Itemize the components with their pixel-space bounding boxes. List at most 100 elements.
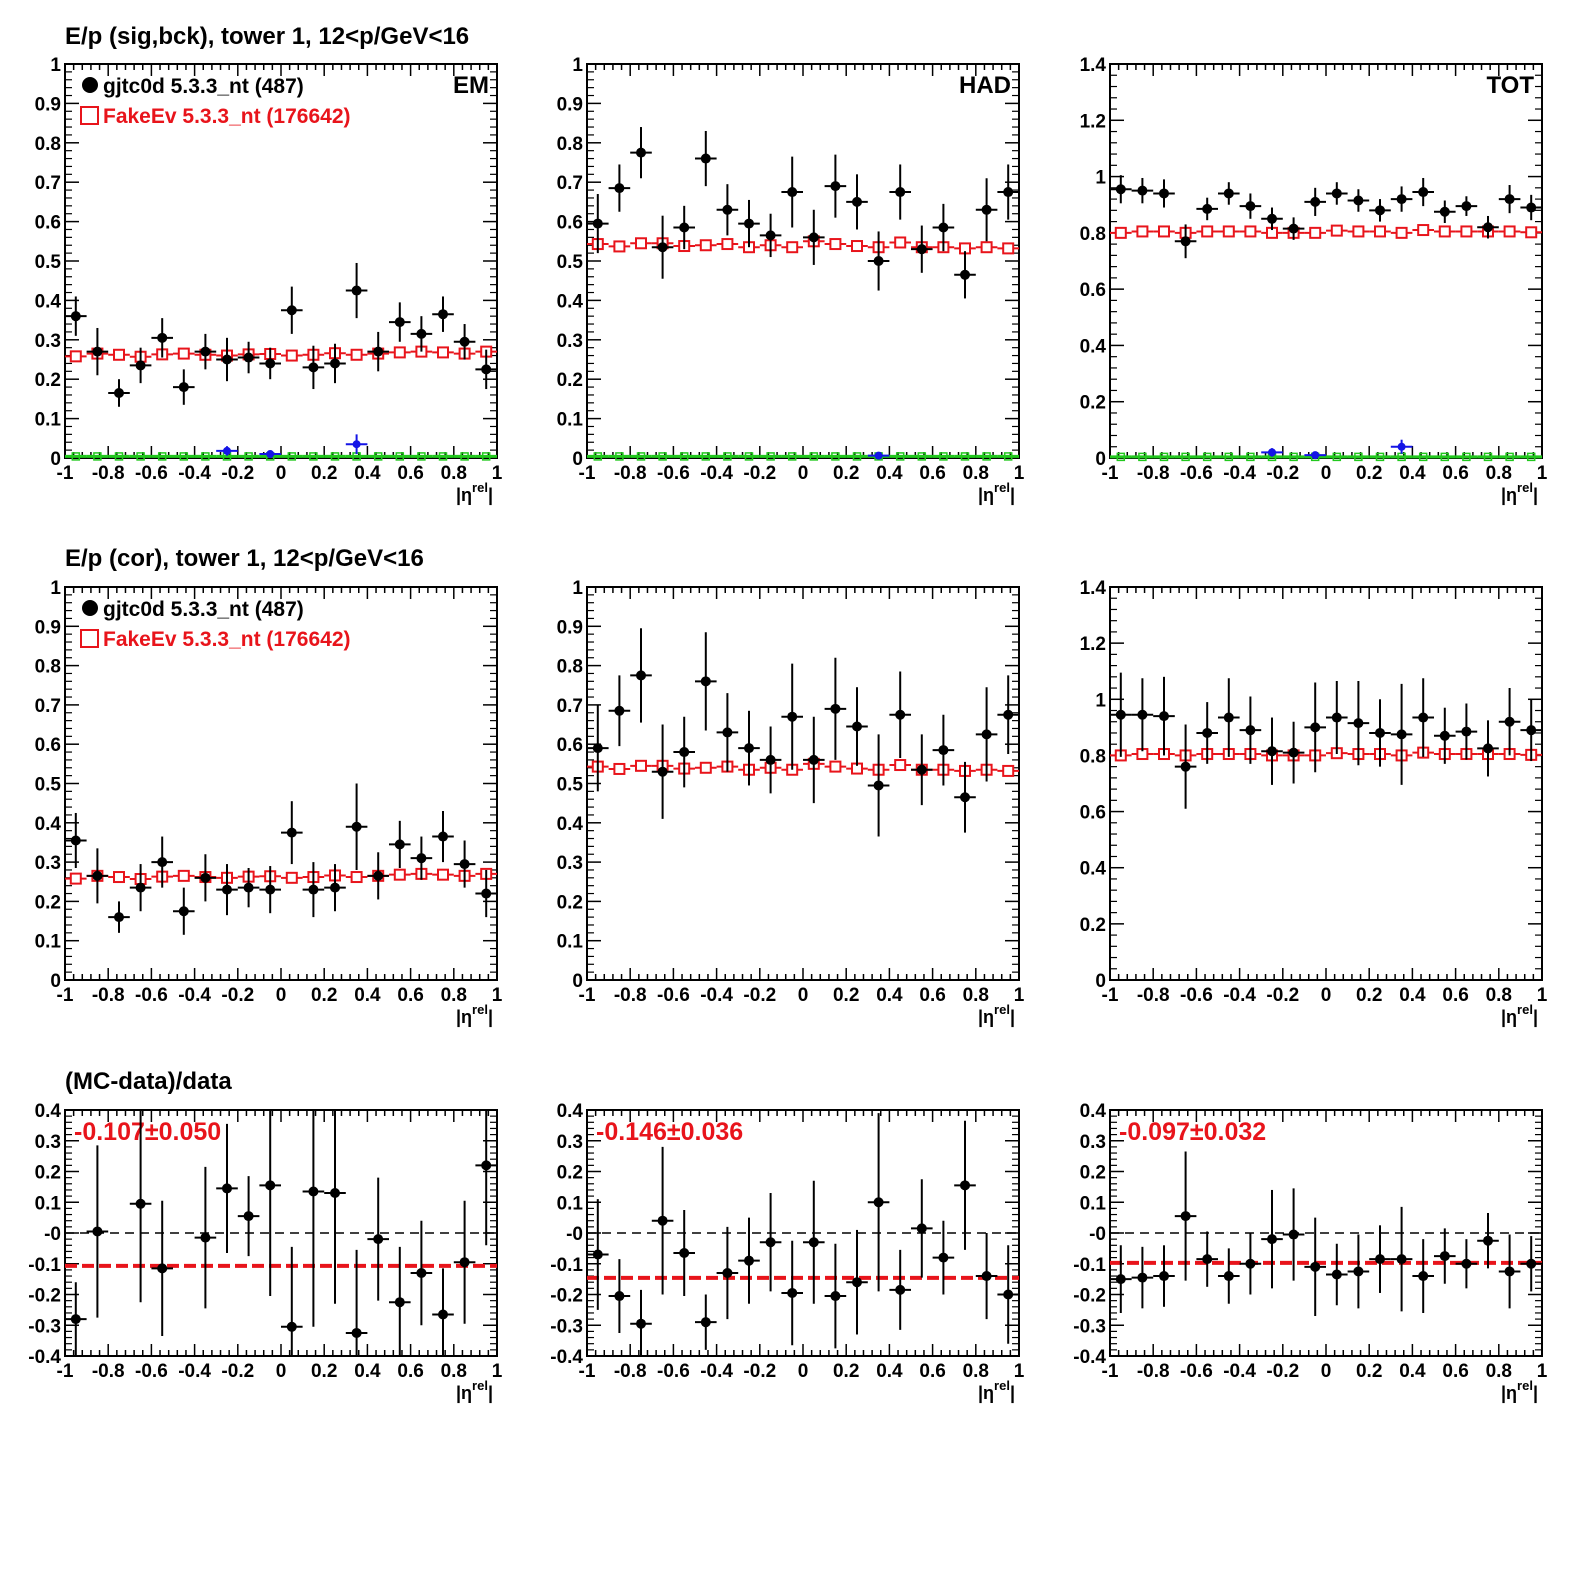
y-tick-label: 0.8 — [557, 657, 583, 678]
y-tick-label: 0 — [1095, 449, 1106, 470]
y-tick-label: 0.5 — [557, 775, 584, 796]
data-point — [438, 1309, 448, 1320]
x-tick-label: 0.4 — [354, 463, 381, 484]
x-tick-label: 0.8 — [441, 985, 467, 1006]
data-point — [700, 1317, 711, 1328]
x-tick-label: 0.8 — [441, 463, 467, 484]
data-point — [1418, 1271, 1429, 1282]
x-tick-label: 0.2 — [833, 463, 859, 484]
data-point — [1288, 747, 1299, 758]
y-tick-label: 1.4 — [1080, 578, 1107, 599]
x-axis-label: |ηrel| — [1501, 480, 1538, 505]
fit-value-label: -0.097±0.032 — [1119, 1118, 1266, 1146]
blue-series-point — [223, 446, 231, 455]
data-point — [200, 346, 211, 357]
bg-series-marker — [593, 452, 603, 461]
data-point — [1439, 1251, 1450, 1262]
panel-label: TOT — [1486, 72, 1534, 99]
x-tick-label: 0.8 — [963, 985, 989, 1006]
x-tick-label: -0.4 — [700, 1361, 733, 1382]
x-tick-label: -0.6 — [1180, 985, 1213, 1006]
y-tick-label: -0 — [1089, 1224, 1106, 1245]
data-point — [808, 1237, 819, 1248]
bg-series-marker — [1181, 452, 1190, 462]
x-tick-label: 0 — [276, 463, 287, 484]
y-tick-label: -0.1 — [1073, 1255, 1106, 1276]
panel-ratio-em: -1 -0.8 -0.6 -0.4 -0.2 0 0.2 0.4 0.6 0.8 1|ηrel| -0… — [28, 1101, 502, 1403]
x-tick-label: 0.6 — [1442, 1361, 1468, 1382]
mc-point — [721, 238, 734, 251]
y-tick-label: 0.4 — [1080, 1101, 1107, 1122]
bg-series-marker — [460, 452, 469, 461]
mc-point — [829, 760, 842, 773]
x-tick-label: 0.4 — [876, 985, 903, 1006]
data-point — [744, 1255, 754, 1266]
legend-data-label: gjtc0d 5.3.3_nt (487) — [103, 75, 304, 98]
data-point — [1331, 712, 1342, 723]
data-point — [830, 1291, 841, 1302]
y-tick-label: 0.1 — [557, 410, 584, 431]
blue-series-point — [1311, 451, 1320, 460]
x-tick-label: 0.2 — [311, 985, 337, 1006]
data-point — [1115, 184, 1126, 195]
data-point — [1288, 223, 1299, 234]
data-point — [1483, 1235, 1493, 1246]
x-tick-label: 1 — [492, 463, 503, 484]
mc-point — [69, 350, 82, 363]
blue-series-point — [266, 450, 275, 459]
y-tick-label: 0.8 — [35, 657, 61, 678]
y-tick-label: 0.7 — [35, 696, 61, 717]
data-point — [114, 387, 124, 398]
mc-point — [113, 871, 125, 884]
data-point — [1003, 1289, 1014, 1300]
mc-point — [113, 348, 125, 361]
x-tick-label: -0.6 — [135, 985, 168, 1006]
x-tick-label: 0.2 — [1356, 1361, 1382, 1382]
data-point — [265, 884, 276, 895]
data-point — [114, 912, 124, 923]
y-tick-label: 1 — [50, 578, 61, 599]
x-tick-label: -0.2 — [221, 463, 254, 484]
data-point — [960, 1180, 970, 1191]
mc-point — [393, 346, 406, 359]
data-point — [1353, 195, 1364, 206]
y-tick-label: 0.4 — [557, 1101, 584, 1122]
data-point — [1137, 1272, 1148, 1283]
blue-series-point — [874, 451, 883, 460]
data-point — [92, 870, 103, 881]
y-tick-label: 0.5 — [557, 252, 584, 273]
bg-series-marker — [438, 452, 448, 461]
data-point — [830, 181, 841, 192]
data-point — [1526, 725, 1537, 736]
data-point — [808, 232, 819, 243]
data-point — [1003, 709, 1014, 720]
mc-point — [894, 236, 907, 249]
data-point — [916, 764, 927, 775]
panel-label: EM — [453, 72, 489, 99]
data-point — [1418, 187, 1429, 198]
x-tick-label: 0.2 — [311, 1361, 337, 1382]
legend-mc-marker — [80, 106, 99, 125]
y-tick-label: 0.4 — [35, 1101, 62, 1122]
x-tick-label: -1 — [57, 463, 74, 484]
y-tick-label: 0.4 — [1080, 859, 1107, 880]
x-tick-label: -0.4 — [700, 463, 733, 484]
data-point — [1288, 1229, 1299, 1240]
bg-series-marker — [114, 452, 124, 461]
x-tick-label: -0.2 — [743, 1361, 776, 1382]
y-tick-label: 0.6 — [557, 735, 583, 756]
data-point — [373, 870, 384, 881]
x-tick-label: 0.6 — [397, 1361, 423, 1382]
data-point — [1267, 746, 1277, 757]
x-tick-label: -1 — [1102, 463, 1119, 484]
mc-point — [1114, 226, 1127, 239]
mc-point — [1309, 226, 1322, 239]
mc-point — [285, 871, 298, 884]
data-point — [1504, 716, 1515, 727]
x-tick-label: 0 — [1321, 1361, 1332, 1382]
panel-cor-tot: -1 -0.8 -0.6 -0.4 -0.2 0 0.2 0.4 0.6 0.8 1|ηrel|00… — [1080, 578, 1548, 1027]
y-tick-label: 0.8 — [1080, 746, 1106, 767]
data-point — [592, 1249, 603, 1260]
bg-series-marker — [1289, 452, 1298, 462]
data-point — [765, 230, 776, 241]
